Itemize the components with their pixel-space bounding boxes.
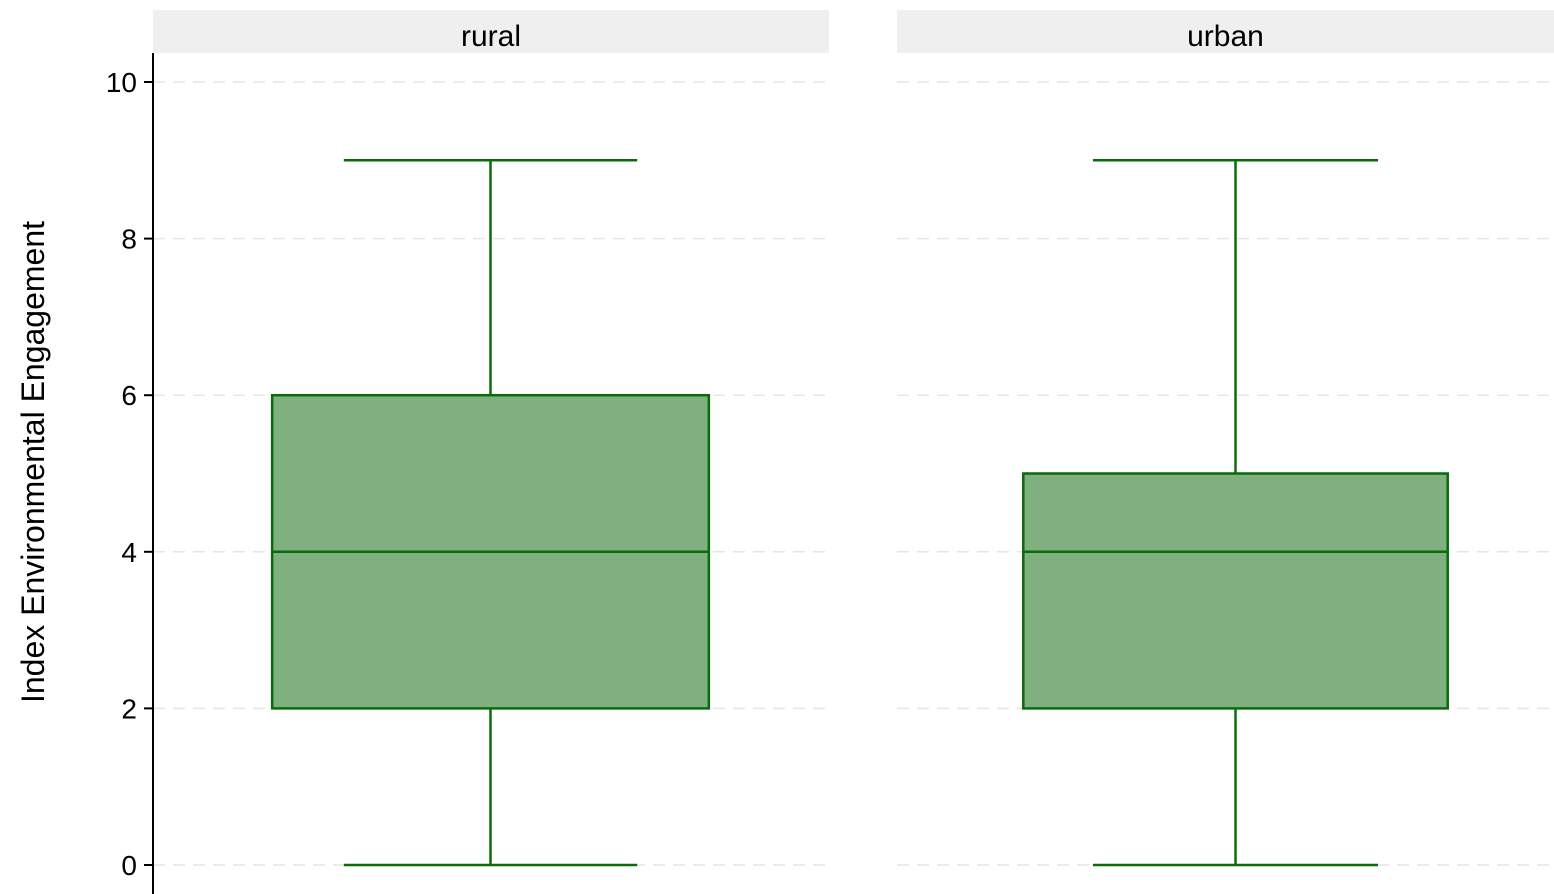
- y-tick-label: 2: [121, 693, 137, 724]
- facet-strip-rural: [153, 10, 829, 53]
- facet-label: rural: [461, 20, 521, 53]
- y-tick-label: 6: [121, 380, 137, 411]
- box-plots: [270, 159, 1449, 867]
- box-plot-urban: [1022, 159, 1449, 867]
- facet-strip-urban: [897, 10, 1554, 53]
- facet-strips: rural urban: [153, 10, 1554, 53]
- iqr-box: [1022, 472, 1449, 710]
- y-tick-label: 8: [121, 224, 137, 255]
- y-tick-label: 0: [121, 850, 137, 881]
- y-axis-title: Index Environmental Engagement: [15, 221, 51, 703]
- y-axis: 0 2 4 6 8 10: [106, 53, 154, 894]
- y-tick-label: 10: [106, 67, 137, 98]
- y-tick-label: 4: [121, 537, 137, 568]
- box-plot-rural: [270, 159, 711, 867]
- facet-label: urban: [1187, 20, 1264, 53]
